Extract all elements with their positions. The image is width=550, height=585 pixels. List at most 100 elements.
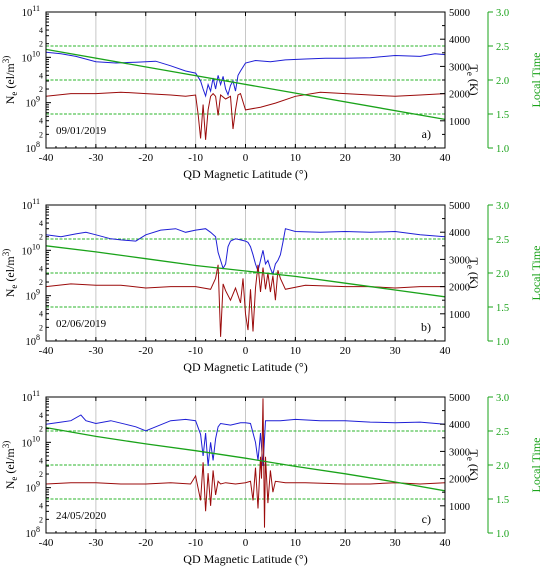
y-right-axis-label: Te (K) xyxy=(465,257,481,288)
y-left-tick-label: 109 xyxy=(26,480,41,495)
local-time-tick-label: 2.0 xyxy=(496,461,509,472)
local-time-tick-label: 1.5 xyxy=(496,303,509,314)
y-left-tick-label: 1011 xyxy=(22,197,40,212)
y-right-tick-label: 1000 xyxy=(449,117,470,128)
local-time-tick-label: 2.5 xyxy=(496,235,509,246)
y-right-tick-label: 5000 xyxy=(449,393,470,404)
x-tick-label: -40 xyxy=(39,537,54,549)
y-right-axis-label: Te (K) xyxy=(465,64,481,95)
x-tick-label: 40 xyxy=(440,152,452,164)
x-tick-label: 10 xyxy=(290,152,302,164)
x-tick-label: 40 xyxy=(440,537,452,549)
x-tick-label: 0 xyxy=(243,537,249,549)
x-tick-label: 0 xyxy=(243,345,249,357)
y-right-tick-label: 1000 xyxy=(449,310,470,321)
y-left-minor-label: 4 xyxy=(39,26,43,35)
x-tick-label: -40 xyxy=(39,345,54,357)
local-time-axis-label: Local Time xyxy=(529,245,543,300)
x-tick-label: -10 xyxy=(188,345,203,357)
y-left-minor-label: 4 xyxy=(39,117,43,126)
x-tick-label: 10 xyxy=(290,537,302,549)
te-series-line xyxy=(46,398,445,528)
y-right-tick-label: 1000 xyxy=(449,502,470,513)
x-tick-label: -10 xyxy=(188,152,203,164)
y-left-minor-label: 2 xyxy=(39,515,43,524)
y-right-tick-label: 5000 xyxy=(449,8,470,19)
x-axis-label: QD Magnetic Latitude (°) xyxy=(183,167,307,181)
y-left-minor-label: 2 xyxy=(39,278,43,287)
local-time-tick-label: 3.0 xyxy=(496,8,509,19)
y-left-tick-label: 1011 xyxy=(22,389,40,404)
x-tick-label: 20 xyxy=(340,152,352,164)
panel-1: -40 -30 -20 -10 0 10 20 30 40 QD Magnetic Latitud… xyxy=(1,4,543,181)
y-left-tick-label: 108 xyxy=(26,333,41,348)
y-left-tick-label: 108 xyxy=(26,140,41,155)
y-left-axis-label: Ne (el/m3) xyxy=(1,249,19,298)
x-tick-label: -30 xyxy=(89,537,104,549)
ne-series-line xyxy=(46,51,445,98)
x-tick-label: 10 xyxy=(290,345,302,357)
y-left-tick-label: 1011 xyxy=(22,4,40,19)
x-tick-label: -30 xyxy=(89,152,104,164)
local-time-tick-label: 1.5 xyxy=(496,110,509,121)
local-time-tick-label: 1.0 xyxy=(496,529,509,540)
y-left-minor-label: 2 xyxy=(39,425,43,434)
y-left-minor-label: 2 xyxy=(39,233,43,242)
panel-3: -40 -30 -20 -10 0 10 20 30 40 QD Magnetic Latitud… xyxy=(1,389,543,566)
ne-series-line xyxy=(46,228,445,276)
panel-date: 09/01/2019 xyxy=(56,125,107,137)
y-left-minor-label: 4 xyxy=(39,411,43,420)
y-left-minor-label: 2 xyxy=(39,470,43,479)
x-tick-label: 30 xyxy=(390,152,402,164)
x-tick-label: 20 xyxy=(340,345,352,357)
x-tick-label: 20 xyxy=(340,537,352,549)
y-right-tick-label: 3000 xyxy=(449,62,470,73)
panel-date: 24/05/2020 xyxy=(56,510,107,522)
x-axis-label: QD Magnetic Latitude (°) xyxy=(183,360,307,374)
y-right-tick-label: 2000 xyxy=(449,475,470,486)
x-tick-label: 40 xyxy=(440,345,452,357)
y-left-minor-label: 4 xyxy=(39,502,43,511)
y-right-tick-label: 2000 xyxy=(449,90,470,101)
local-time-series-line xyxy=(46,426,445,492)
te-series-line xyxy=(46,264,445,337)
y-left-minor-label: 4 xyxy=(39,456,43,465)
panel-label: c) xyxy=(422,512,431,526)
x-tick-label: -20 xyxy=(138,345,153,357)
y-left-minor-label: 2 xyxy=(39,40,43,49)
local-time-axis-label: Local Time xyxy=(529,52,543,107)
x-tick-label: 30 xyxy=(390,345,402,357)
panel-2: -40 -30 -20 -10 0 10 20 30 40 QD Magnetic Latitud… xyxy=(1,197,543,374)
y-left-minor-label: 2 xyxy=(39,130,43,139)
y-right-tick-label: 3000 xyxy=(449,255,470,266)
y-right-axis-label: Te (K) xyxy=(465,449,481,480)
local-time-tick-label: 1.5 xyxy=(496,495,509,506)
y-right-tick-label: 3000 xyxy=(449,447,470,458)
local-time-tick-label: 2.0 xyxy=(496,269,509,280)
local-time-series-line xyxy=(46,245,445,298)
y-right-tick-label: 5000 xyxy=(449,201,470,212)
y-left-tick-label: 1010 xyxy=(22,49,41,64)
local-time-axis-label: Local Time xyxy=(529,437,543,492)
y-right-tick-label: 2000 xyxy=(449,283,470,294)
x-tick-label: -10 xyxy=(188,537,203,549)
y-left-axis-label: Ne (el/m3) xyxy=(1,56,19,105)
y-left-tick-label: 108 xyxy=(26,525,41,540)
local-time-tick-label: 2.5 xyxy=(496,42,509,53)
x-tick-label: -30 xyxy=(89,345,104,357)
y-left-minor-label: 4 xyxy=(39,219,43,228)
panel-date: 02/06/2019 xyxy=(56,318,107,330)
y-left-minor-label: 4 xyxy=(39,71,43,80)
x-tick-label: 0 xyxy=(243,152,249,164)
local-time-series-line xyxy=(46,48,445,121)
local-time-tick-label: 2.0 xyxy=(496,76,509,87)
panel-label: a) xyxy=(422,127,431,141)
x-tick-label: -20 xyxy=(138,152,153,164)
y-left-minor-label: 4 xyxy=(39,264,43,273)
local-time-tick-label: 1.0 xyxy=(496,144,509,155)
y-left-tick-label: 1010 xyxy=(22,434,41,449)
y-right-tick-label: 4000 xyxy=(449,228,470,239)
y-right-tick-label: 4000 xyxy=(449,35,470,46)
local-time-tick-label: 3.0 xyxy=(496,393,509,404)
